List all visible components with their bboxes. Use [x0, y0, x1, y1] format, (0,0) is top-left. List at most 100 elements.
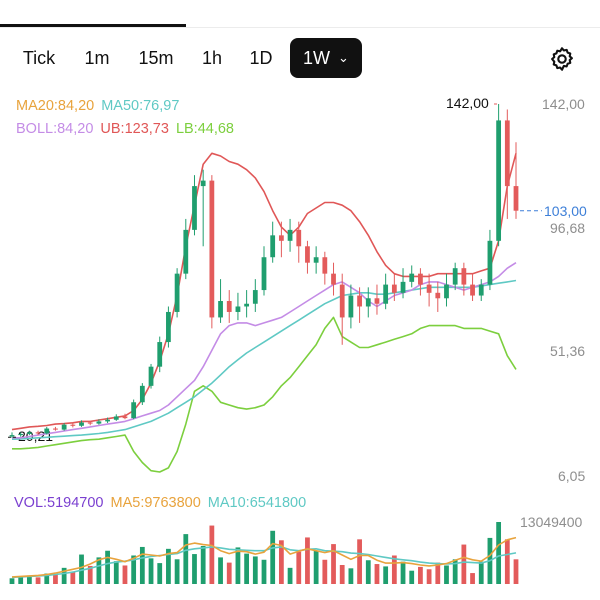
- candle: [470, 284, 475, 296]
- top-divider: [0, 27, 600, 28]
- candle: [487, 240, 493, 285]
- candle: [18, 433, 24, 436]
- vol-ma5-label: MA5:9763800: [110, 495, 201, 511]
- volume-bar: [9, 578, 15, 584]
- candle: [35, 432, 41, 434]
- candle: [391, 284, 397, 293]
- volume-bar: [261, 559, 267, 584]
- boll-label: BOLL:84,20: [16, 121, 94, 137]
- settings-button[interactable]: [548, 45, 576, 73]
- volume-bar: [209, 525, 215, 584]
- volume-bar: [400, 561, 406, 584]
- gear-icon: [551, 47, 573, 71]
- volume-bar: [26, 575, 32, 584]
- candle: [261, 257, 267, 291]
- active-tab-underline: [0, 24, 186, 27]
- candle: [244, 303, 250, 307]
- lb-label: LB:44,68: [175, 121, 234, 137]
- candle: [452, 268, 458, 285]
- volume-bar: [157, 563, 163, 584]
- price-axis-label: 142,00: [542, 96, 585, 112]
- candle: [209, 180, 215, 318]
- volume-bar: [504, 539, 510, 584]
- candle: [348, 295, 354, 318]
- volume-bar: [391, 555, 397, 584]
- interval-bar: Tick 1m 15m 1h 1D 1W ⌄: [0, 38, 600, 80]
- interval-label: Tick: [22, 48, 56, 68]
- candle: [409, 273, 415, 282]
- volume-bar: [270, 530, 276, 584]
- candle: [435, 292, 441, 299]
- candle: [139, 385, 145, 403]
- interval-tab-1h[interactable]: 1h: [192, 38, 232, 78]
- candle: [79, 422, 84, 426]
- volume-bar: [139, 546, 145, 584]
- candle: [383, 284, 389, 304]
- volume-bar: [409, 570, 415, 584]
- volume-bar: [452, 559, 458, 584]
- volume-bar: [252, 556, 258, 584]
- candle: [105, 419, 110, 422]
- volume-bar: [183, 534, 189, 584]
- interval-label: 1m: [84, 48, 110, 68]
- volume-bar: [470, 573, 475, 584]
- volume-bar: [305, 537, 310, 584]
- volume-bar: [131, 555, 137, 584]
- volume-bar: [61, 567, 67, 584]
- ma50-label: MA50:76,97: [101, 98, 180, 114]
- volume-bar: [218, 557, 223, 584]
- candle: [444, 284, 449, 299]
- candle: [461, 268, 467, 285]
- volume-max-label: 13049400: [520, 514, 583, 530]
- candle: [61, 424, 67, 430]
- volume-bar: [383, 566, 389, 584]
- interval-tab-1w[interactable]: 1W ⌄: [290, 38, 362, 78]
- volume-bar: [461, 544, 467, 584]
- volume-bar: [435, 562, 441, 584]
- volume-bar: [296, 551, 302, 584]
- volume-bar: [200, 545, 206, 584]
- chevron-down-icon: ⌄: [338, 50, 349, 65]
- candle: [122, 416, 128, 419]
- ma20-line: [12, 262, 517, 439]
- candle: [200, 180, 206, 187]
- interval-tab-tick[interactable]: Tick: [14, 38, 64, 78]
- candle: [357, 295, 362, 307]
- volume-bar: [496, 522, 502, 584]
- candle: [9, 435, 15, 437]
- candle: [513, 186, 519, 211]
- interval-tab-1m[interactable]: 1m: [76, 38, 118, 78]
- volume-bar: [113, 561, 119, 584]
- volume-ma10-line: [11, 546, 517, 579]
- candle: [148, 366, 154, 386]
- volume-bar: [426, 569, 432, 584]
- current-price-value: 103,00: [544, 203, 587, 219]
- candle: [157, 342, 163, 367]
- interval-tab-1d[interactable]: 1D: [240, 38, 282, 78]
- candle: [400, 281, 406, 293]
- vol-label: VOL:5194700: [14, 495, 104, 511]
- interval-label: 1D: [249, 48, 273, 68]
- high-price-marker: 142,00: [446, 95, 496, 111]
- volume-bar: [339, 564, 345, 584]
- candle: [322, 257, 328, 274]
- price-axis-label: 96,68: [550, 220, 586, 236]
- volume-bar: [44, 573, 50, 584]
- volume-bar: [313, 550, 319, 584]
- candle: [278, 235, 284, 241]
- candle: [252, 290, 258, 304]
- candle: [44, 428, 50, 434]
- volume-bar: [235, 547, 241, 584]
- interval-tab-15m[interactable]: 15m: [132, 38, 180, 78]
- boll-legend: BOLL:84,20 UB:123,73 LB:44,68: [16, 121, 241, 137]
- volume-bar: [322, 559, 328, 584]
- volume-bar: [79, 554, 84, 584]
- candle: [374, 298, 380, 304]
- volume-bar: [174, 559, 180, 584]
- volume-bar: [53, 574, 58, 584]
- volume-bar: [226, 562, 232, 584]
- volume-bar: [18, 576, 24, 584]
- candle: [218, 301, 223, 318]
- candle: [331, 273, 336, 285]
- candle: [270, 235, 276, 258]
